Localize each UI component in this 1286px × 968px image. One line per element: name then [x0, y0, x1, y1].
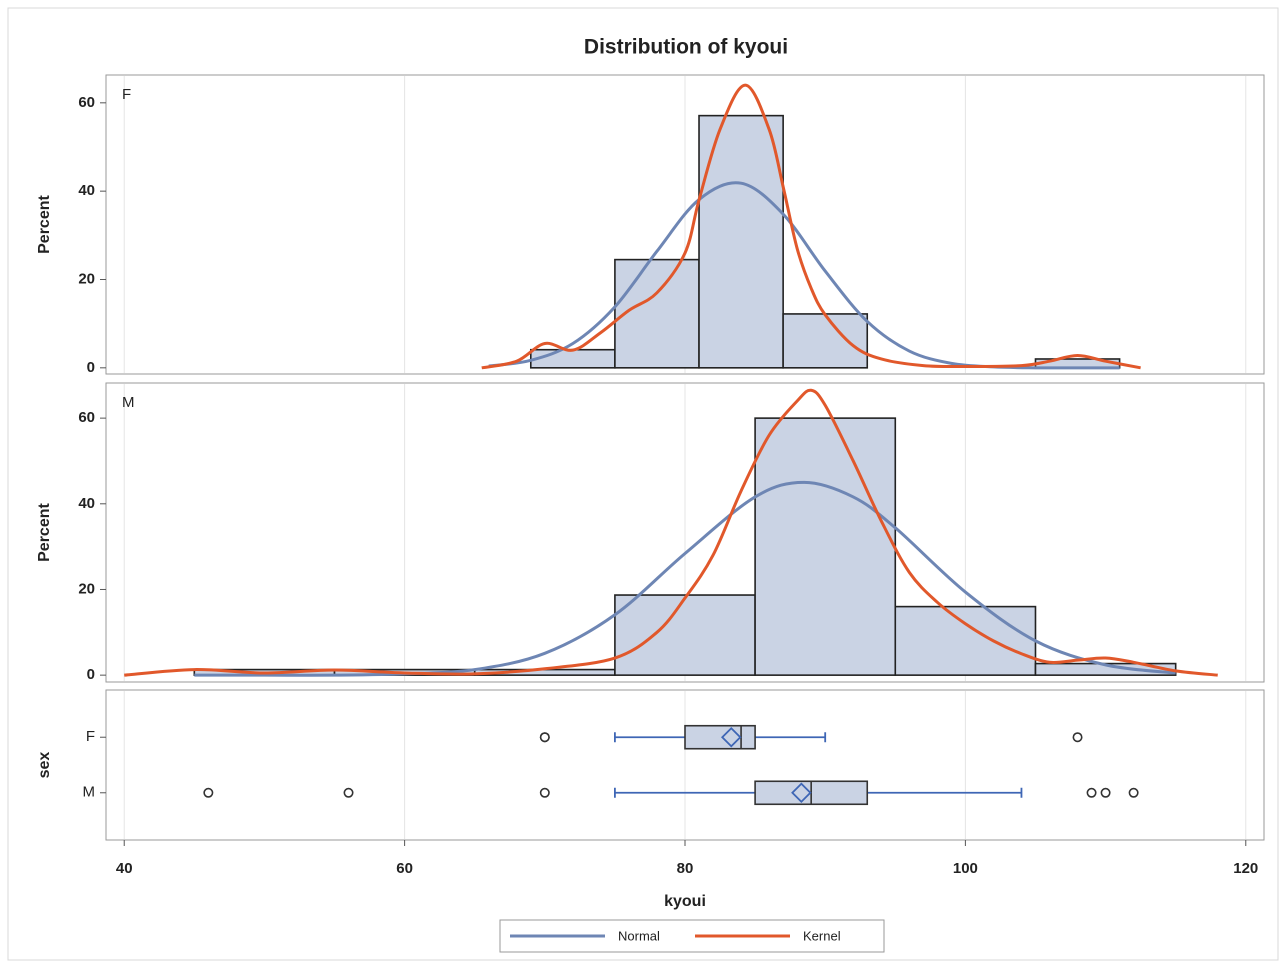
y-axis-label: Percent: [36, 194, 53, 253]
y-axis-label: sex: [36, 752, 53, 779]
density-curve: [124, 388, 1218, 677]
chart-title: Distribution of kyoui: [584, 36, 788, 59]
x-tick-label: 60: [396, 860, 413, 877]
legend: Normal Kernel: [499, 919, 885, 953]
y-tick-label: 20: [78, 580, 95, 597]
histogram-bar: [698, 114, 784, 369]
y-tick-label: 0: [87, 666, 95, 683]
outlier: [1100, 787, 1111, 798]
histogram-bar: [614, 594, 756, 676]
y-axis-label: Percent: [36, 502, 53, 561]
x-tick-label: 40: [116, 860, 133, 877]
histogram-bar: [894, 605, 1037, 676]
y-tick-label: 0: [87, 359, 95, 376]
histogram-bar: [529, 348, 616, 369]
outlier: [539, 787, 550, 798]
y-tick-label: M: [83, 784, 96, 801]
y-tick-label: 60: [78, 94, 95, 111]
mean-marker: [791, 782, 812, 804]
y-tick-label: 20: [78, 270, 95, 287]
y-tick-label: 40: [78, 182, 95, 199]
box: [684, 724, 756, 750]
x-axis-label: kyoui: [664, 893, 706, 910]
outlier: [343, 787, 354, 798]
legend-label: Normal: [618, 928, 660, 943]
x-tick-label: 100: [953, 860, 978, 877]
panel-label: F: [122, 86, 131, 103]
y-tick-label: 40: [78, 495, 95, 512]
whisker-low: [614, 787, 756, 798]
histogram-bar: [754, 417, 897, 676]
outlier: [1072, 732, 1083, 743]
histogram-bar: [614, 258, 700, 369]
x-tick-label: 80: [677, 860, 694, 877]
mean-marker: [720, 726, 742, 748]
density-curve: [481, 83, 1141, 370]
legend-label: Kernel: [803, 928, 841, 943]
whisker-low: [614, 732, 685, 743]
x-tick-label: 120: [1233, 860, 1258, 877]
outlier: [539, 732, 550, 743]
density-curve: [194, 480, 1176, 677]
histogram-bar: [782, 313, 869, 369]
outlier: [1086, 787, 1097, 798]
whisker-high: [867, 787, 1023, 798]
panel-label: M: [122, 394, 135, 411]
outlier: [203, 787, 214, 798]
whisker-high: [755, 732, 827, 743]
y-tick-label: F: [86, 728, 95, 745]
outlier: [1128, 787, 1139, 798]
y-tick-label: 60: [78, 409, 95, 426]
